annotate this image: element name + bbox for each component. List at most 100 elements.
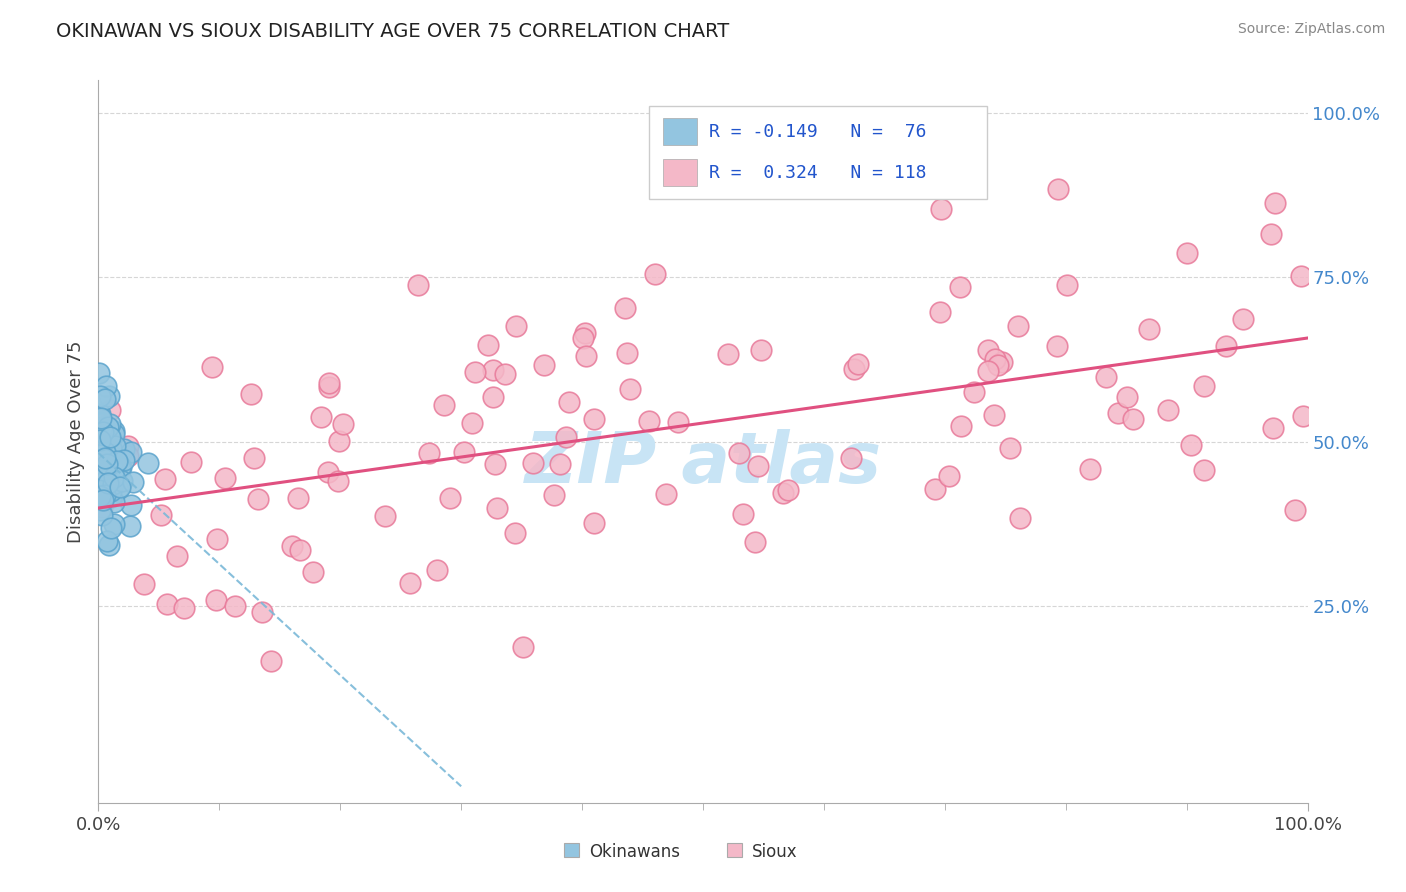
Point: [929, 305, 952, 319]
Point: [108, 480, 131, 494]
Point: [87, 450, 110, 464]
Point: [93, 420, 115, 434]
Point: [1122, 411, 1144, 425]
Point: [1007, 319, 1029, 334]
Point: [91, 463, 114, 477]
Point: [201, 359, 224, 374]
Text: Sioux: Sioux: [752, 843, 797, 861]
Point: [494, 367, 516, 381]
Point: [666, 416, 689, 430]
Point: [1180, 437, 1202, 451]
Point: [100, 483, 122, 498]
Point: [93, 449, 115, 463]
Point: [96, 419, 118, 434]
Point: [94, 473, 117, 487]
Text: R = -0.149   N =  76: R = -0.149 N = 76: [709, 122, 927, 141]
Point: [90, 447, 112, 461]
Point: [122, 475, 145, 489]
Point: [638, 414, 661, 428]
Point: [93, 451, 115, 466]
Point: [110, 459, 132, 474]
Point: [100, 481, 122, 495]
Point: [117, 449, 139, 463]
Point: [977, 364, 1000, 378]
Point: [98, 403, 121, 417]
Point: [728, 446, 751, 460]
Point: [408, 278, 430, 293]
Point: [929, 202, 952, 216]
Point: [1137, 321, 1160, 335]
Point: [96, 451, 118, 466]
Point: [87, 366, 110, 380]
Point: [747, 458, 769, 473]
Point: [949, 280, 972, 294]
Point: [309, 410, 332, 425]
Point: [1284, 502, 1306, 516]
Point: [772, 486, 794, 500]
Point: [778, 483, 800, 498]
Text: ZIP atlas: ZIP atlas: [524, 429, 882, 498]
Point: [1046, 182, 1069, 196]
Point: [398, 575, 420, 590]
Point: [1192, 463, 1215, 477]
Point: [374, 508, 396, 523]
Point: [112, 452, 135, 467]
Point: [90, 448, 112, 462]
Point: [984, 352, 1007, 367]
Point: [101, 458, 124, 473]
Point: [97, 480, 120, 494]
Point: [90, 411, 112, 425]
Point: [94, 451, 117, 466]
Point: [582, 516, 605, 530]
Bar: [564, 843, 579, 857]
Point: [97, 538, 120, 552]
Point: [924, 483, 946, 497]
Point: [505, 318, 527, 333]
Point: [583, 411, 606, 425]
Point: [97, 429, 120, 443]
Point: [555, 430, 578, 444]
Point: [91, 508, 114, 522]
Point: [89, 489, 111, 503]
Point: [281, 539, 304, 553]
Point: [205, 592, 228, 607]
Text: Source: ZipAtlas.com: Source: ZipAtlas.com: [1237, 22, 1385, 37]
Point: [1175, 246, 1198, 260]
Point: [117, 439, 139, 453]
Point: [846, 357, 869, 371]
Point: [938, 468, 960, 483]
Text: R =  0.324   N = 118: R = 0.324 N = 118: [709, 164, 927, 182]
Point: [89, 502, 111, 516]
Point: [90, 422, 112, 436]
Point: [613, 301, 636, 315]
Y-axis label: Disability Age Over 75: Disability Age Over 75: [66, 340, 84, 543]
Point: [1157, 403, 1180, 417]
Point: [97, 475, 120, 490]
Point: [949, 419, 972, 434]
Point: [205, 532, 228, 546]
Point: [574, 326, 596, 340]
Point: [89, 415, 111, 429]
Point: [89, 416, 111, 430]
Point: [136, 456, 159, 470]
Point: [96, 429, 118, 443]
Point: [214, 471, 236, 485]
Point: [654, 487, 676, 501]
Point: [107, 482, 129, 496]
Point: [1261, 420, 1284, 434]
Point: [100, 521, 122, 535]
Point: [464, 365, 486, 379]
Point: [439, 491, 461, 505]
Point: [94, 392, 117, 406]
Point: [575, 349, 598, 363]
Point: [482, 390, 505, 404]
Point: [111, 475, 134, 489]
Point: [1045, 339, 1067, 353]
Point: [503, 526, 526, 541]
Point: [94, 445, 117, 459]
Text: Okinawans: Okinawans: [589, 843, 681, 861]
Point: [572, 331, 595, 345]
Point: [94, 488, 117, 502]
Bar: [727, 843, 742, 857]
FancyBboxPatch shape: [648, 105, 987, 200]
